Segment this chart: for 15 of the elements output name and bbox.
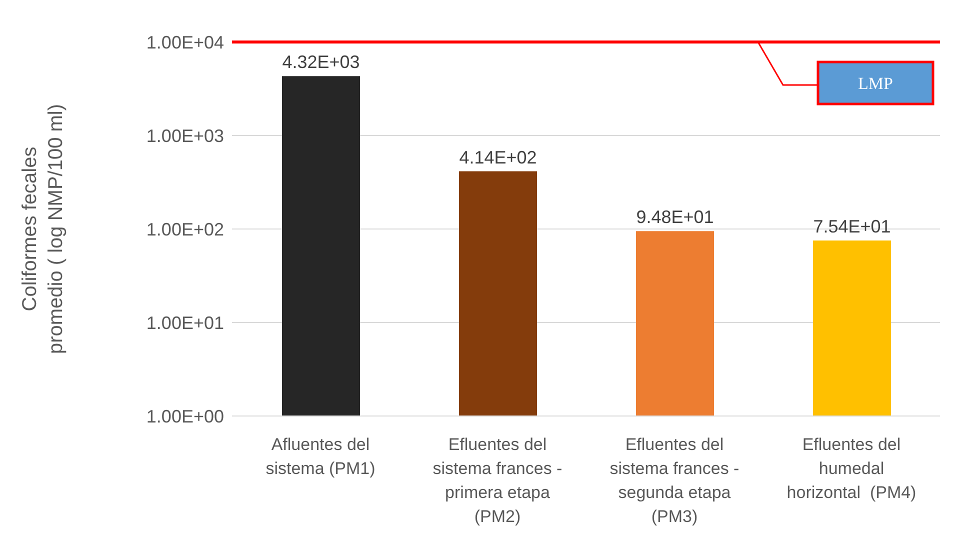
y-axis-title: Coliformes fecales promedio ( log NMP/100 ml) [19, 104, 67, 354]
x-tick-label: Efluentes del sistema frances - segunda etapa (PM3) [610, 435, 740, 526]
data-label: 7.54E+01 [813, 216, 891, 236]
data-label: 4.32E+03 [282, 52, 360, 72]
data-label: 4.14E+02 [459, 147, 537, 168]
x-tick-label: Afluentes del sistema (PM1) [266, 435, 376, 478]
x-tick-label: Efluentes del sistema frances - primera etapa (PM2) [432, 435, 562, 526]
y-tick-label: 1.00E+01 [146, 312, 224, 333]
y-tick-label: 1.00E+03 [146, 126, 224, 146]
ref-line-label: LMP [858, 74, 893, 93]
y-tick-label: 1.00E+04 [146, 32, 224, 52]
y-tick-label: 1.00E+00 [146, 406, 224, 426]
y-tick-label: 1.00E+02 [146, 219, 224, 240]
x-tick-label: Efluentes del humedal horizontal (PM4) [786, 435, 916, 502]
data-label: 9.48E+01 [636, 207, 714, 228]
